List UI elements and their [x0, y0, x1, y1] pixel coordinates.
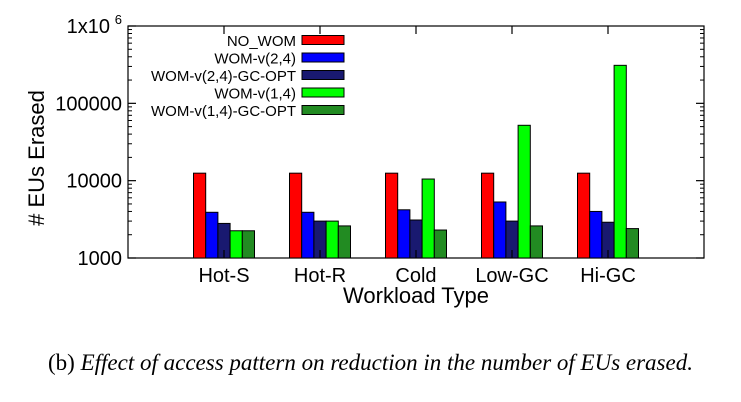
y-axis: 1000 10000 100000 1x10 6 [55, 12, 704, 270]
legend-label: WOM-v(1,4) [214, 86, 296, 103]
legend-label: WOM-v(1,4)-GC-OPT [151, 103, 296, 120]
y-tick-label: 10000 [66, 171, 122, 193]
x-tick-label: Hot-S [198, 265, 249, 287]
y-tick-label: 1000 [78, 248, 123, 270]
y-tick-label-top: 1x10 [67, 16, 110, 38]
bar [481, 172, 495, 259]
bar [589, 210, 603, 259]
bar [529, 225, 543, 259]
legend-swatch [301, 52, 345, 63]
bar [337, 225, 351, 259]
y-axis-label: # EUs Erased [24, 90, 49, 226]
legend-swatch [301, 70, 345, 80]
x-tick-label: Cold [395, 265, 436, 287]
bars [193, 64, 639, 259]
caption-text: Effect of access pattern on reduction in… [80, 350, 693, 375]
legend-label: NO_WOM [227, 33, 296, 50]
bar [493, 201, 507, 259]
bar [433, 229, 447, 259]
caption-prefix: (b) [48, 350, 75, 375]
bar [241, 230, 256, 259]
legend-label: WOM-v(2,4)-GC-OPT [151, 68, 296, 85]
x-tick-label: Low-GC [475, 265, 548, 287]
bar [421, 178, 435, 259]
legend-swatch [301, 87, 345, 98]
bar [613, 64, 627, 259]
bar [517, 124, 531, 259]
bar [193, 172, 207, 259]
legend-swatch [301, 35, 345, 45]
figure-caption: (b) Effect of access pattern on reductio… [0, 350, 741, 376]
bar [397, 209, 411, 259]
bar [625, 228, 639, 259]
x-axis-label: Workload Type [343, 283, 489, 308]
legend-swatch [301, 105, 345, 115]
bar [205, 211, 219, 259]
x-tick-label: Hot-R [294, 265, 346, 287]
y-tick-label: 100000 [55, 93, 122, 115]
y-tick-label-exponent: 6 [115, 12, 122, 27]
legend: NO_WOMWOM-v(2,4)WOM-v(2,4)-GC-OPTWOM-v(1… [151, 33, 345, 120]
bar [229, 230, 243, 259]
bar [289, 172, 303, 259]
x-tick-label: Hi-GC [580, 265, 636, 287]
bar [301, 211, 315, 259]
x-axis: Hot-S Hot-R Cold Low-GC Hi-GC [198, 26, 636, 287]
legend-label: WOM-v(2,4) [214, 51, 296, 68]
bar [577, 172, 591, 259]
bar [385, 172, 399, 259]
bar [325, 220, 339, 259]
chart: 1000 10000 100000 1x10 6 Hot-S Hot-R Cold Low-G… [24, 12, 705, 308]
